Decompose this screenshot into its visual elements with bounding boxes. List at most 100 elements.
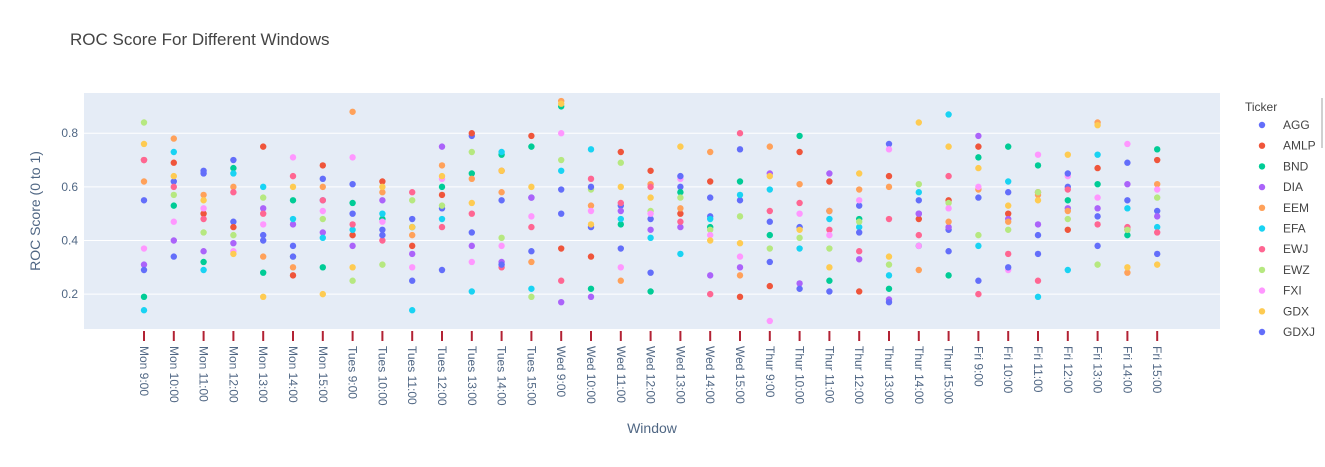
data-point [647,215,654,223]
data-point [558,186,565,193]
x-tick-label: Wed 15:00 [733,346,747,404]
data-point [200,258,207,266]
data-point [1064,226,1072,233]
data-point [319,290,326,298]
data-point [498,234,505,242]
data-point [1034,231,1042,239]
data-point [200,210,207,217]
data-point [677,250,684,258]
data-point [885,298,893,306]
data-point [1154,229,1161,236]
data-point [230,164,237,172]
data-point [558,167,565,174]
data-point [587,293,595,301]
legend-marker [1258,225,1266,232]
data-point [379,210,386,217]
data-point [170,218,177,225]
data-point [200,248,207,255]
data-point [528,132,535,140]
x-tick-label: Wed 9:00 [554,346,568,397]
legend-marker [1258,204,1266,211]
x-tick-label: Wed 14:00 [703,346,717,404]
y-tick-label: 0.4 [61,234,78,248]
data-point [975,143,982,150]
data-point [707,194,714,201]
data-point [736,191,744,199]
data-point [379,178,386,185]
data-point [409,264,416,271]
data-point [856,202,863,209]
data-point [498,242,505,250]
data-point [885,172,893,180]
data-point [975,242,982,250]
data-point [289,197,297,204]
data-point [587,253,595,260]
data-point [1154,213,1161,220]
data-point [1064,186,1072,193]
data-point [1064,170,1072,177]
data-point [1064,207,1072,215]
legend-title: Ticker [1245,100,1277,114]
data-point [200,167,207,174]
x-tick-label: Fri 10:00 [1001,346,1015,394]
data-point [349,210,356,217]
y-axis-ticks: 0.2 0.4 0.6 0.8 [61,126,78,301]
data-point [438,191,446,199]
data-point [170,237,177,244]
data-point [945,272,952,279]
x-tick-label: Thur 13:00 [882,346,896,404]
data-point [647,183,654,191]
data-point [945,218,952,225]
data-point [528,213,535,220]
data-point [289,172,297,180]
data-point [1124,205,1131,212]
data-point [200,266,207,274]
data-point [796,148,803,156]
data-point [230,183,237,191]
data-point [1094,151,1101,158]
x-tick-label: Thur 9:00 [763,346,777,398]
data-point [856,229,863,236]
data-point [379,218,386,225]
data-point [468,242,475,250]
data-point [528,223,535,231]
data-point [677,205,684,212]
data-point [736,146,744,153]
x-tick-label: Fri 11:00 [1031,346,1045,393]
data-point [856,256,863,263]
data-point [349,108,356,115]
legend-label: GDXJ [1283,325,1315,339]
x-tick-label: Mon 14:00 [286,346,300,403]
legend[interactable]: Ticker AGG AMLP BND DIA EEM EFA EWJ EWZ FXI GDX GD… [1245,100,1316,339]
data-point [140,119,148,126]
data-point [736,293,744,301]
data-point [1034,221,1042,228]
data-point [617,207,624,215]
data-point [468,130,475,137]
data-point [945,143,952,150]
x-tick-label: Wed 12:00 [644,346,658,404]
data-point [498,197,505,204]
data-point [1154,261,1161,268]
legend-label: GDX [1283,304,1309,318]
data-point [379,231,386,239]
data-point [826,245,833,252]
data-point [200,197,207,204]
data-point [975,231,982,239]
data-point [677,210,684,217]
data-point [1034,189,1042,196]
data-point [409,277,416,284]
data-point [736,272,744,279]
data-point [468,170,475,177]
legend-marker [1258,287,1266,294]
data-point [1124,140,1131,148]
data-point [260,221,267,228]
data-point [587,285,595,292]
data-point [1034,293,1042,301]
data-point [170,178,177,185]
data-point [289,242,297,250]
legend-scrollbar[interactable] [1321,98,1323,148]
data-point [349,199,356,207]
data-point [379,197,386,204]
x-tick-label: Mon 13:00 [256,346,270,403]
